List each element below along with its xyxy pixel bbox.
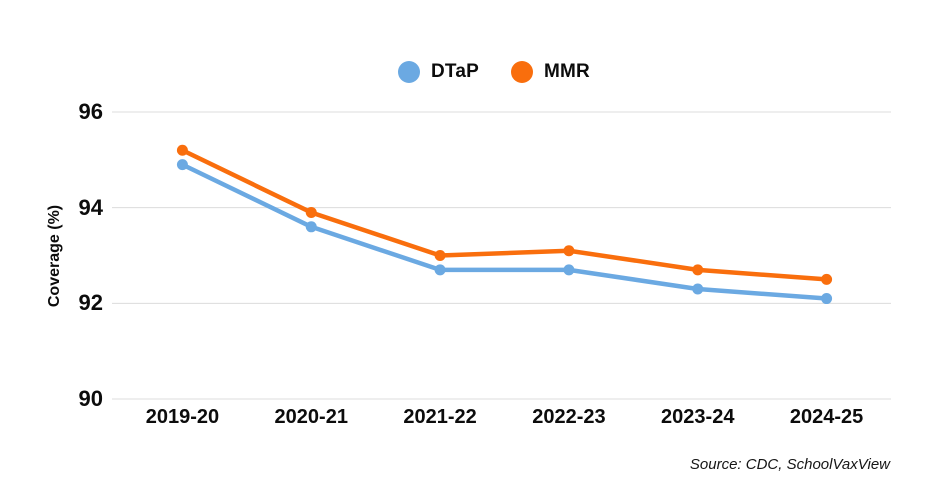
mmr-series-line [180, 148, 829, 282]
legend-label-dtap: DTaP [431, 61, 479, 82]
chart-legend: DTaP MMR [398, 61, 590, 83]
dtap-series-line [180, 162, 829, 301]
dtap-point-2019-20 [176, 159, 188, 171]
dtap-point-2024-25 [821, 293, 833, 305]
y-tick-label-92: 92 [78, 290, 103, 316]
legend-label-mmr: MMR [543, 61, 590, 82]
x-tick-label-2020-21: 2020-21 [274, 406, 348, 428]
legend-swatch-mmr [510, 61, 533, 83]
mmr-point-2020-21 [305, 206, 317, 218]
dtap-point-2022-23 [563, 264, 575, 276]
x-tick-label-2019-20: 2019-20 [145, 406, 220, 428]
legend-item-dtap[interactable]: DTaP [398, 61, 479, 83]
mmr-point-2024-25 [821, 273, 833, 285]
source-note: Source: CDC, SchoolVaxView [689, 456, 890, 473]
legend-swatch-dtap [398, 61, 420, 83]
y-tick-label-96: 96 [78, 99, 103, 124]
dtap-point-2023-24 [692, 283, 704, 295]
x-tick-label-2022-23: 2022-23 [532, 406, 606, 428]
y-tick-label-94: 94 [78, 194, 103, 220]
dtap-point-2020-21 [305, 221, 317, 233]
x-tick-label-2021-22: 2021-22 [403, 406, 477, 428]
x-tick-label-2023-24: 2023-24 [661, 406, 735, 428]
x-tick-label-2024-25: 2024-25 [789, 406, 864, 428]
mmr-point-2019-20 [176, 144, 188, 156]
dtap-point-2021-22 [434, 264, 446, 276]
mmr-point-2022-23 [563, 245, 575, 257]
legend-item-mmr[interactable]: MMR [510, 61, 590, 83]
y-tick-label-90: 90 [78, 386, 103, 411]
mmr-point-2021-22 [434, 250, 446, 261]
mmr-point-2023-24 [692, 264, 704, 276]
